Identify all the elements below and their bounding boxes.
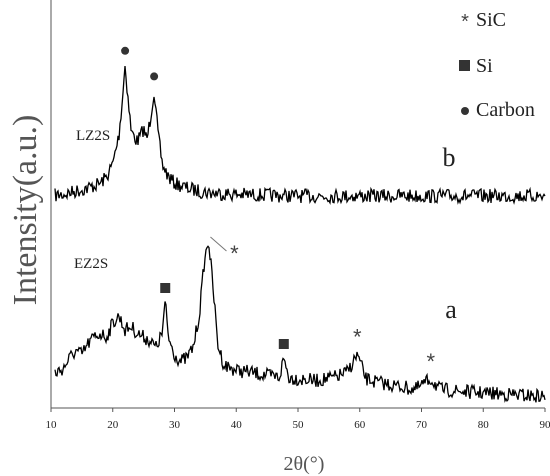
x-tick-label: 90 [540,419,550,431]
legend-label: SiC [476,9,506,31]
legend-label: Si [476,55,493,77]
x-tick-label: 40 [231,419,243,431]
series-label: LZ2S [76,128,110,144]
x-tick-label: 70 [416,419,428,431]
legend-sic-symbol: * [461,11,469,33]
peak-marker-group: * * * [121,46,435,374]
x-tick-label: 80 [478,419,490,431]
si-peak-marker [160,283,171,293]
x-tick-label: 10 [46,419,58,431]
sic-leader-line [210,236,227,252]
x-axis-title: 2θ(°) [284,453,325,475]
sic-peak-marker: * [426,349,435,374]
axis-group: 10 20 30 40 50 60 70 80 90 2θ(°) Intensity(a.u.) [7,0,550,475]
legend-carbon-symbol [461,107,469,115]
legend-label: Carbon [476,99,535,121]
legend: * SiC Si Carbon [459,9,535,121]
series-line [54,66,546,205]
x-tick-label: 20 [107,419,119,431]
x-tick-label: 50 [293,419,305,431]
series-tag: a [445,295,457,324]
legend-si-symbol [459,60,470,71]
series-line [54,245,546,403]
y-axis-title: Intensity(a.u.) [7,115,44,306]
carbon-peak-marker [150,72,159,81]
carbon-peak-marker [121,46,130,55]
si-peak-marker [278,339,289,349]
sic-peak-marker: * [353,325,362,350]
series-group: LZ2S b EZ2S a [54,66,546,403]
x-tick-label: 30 [169,419,181,431]
series-tag: b [443,143,456,172]
x-tick-label: 60 [354,419,366,431]
sic-peak-marker: * [230,241,239,266]
series-label: EZ2S [74,256,108,272]
